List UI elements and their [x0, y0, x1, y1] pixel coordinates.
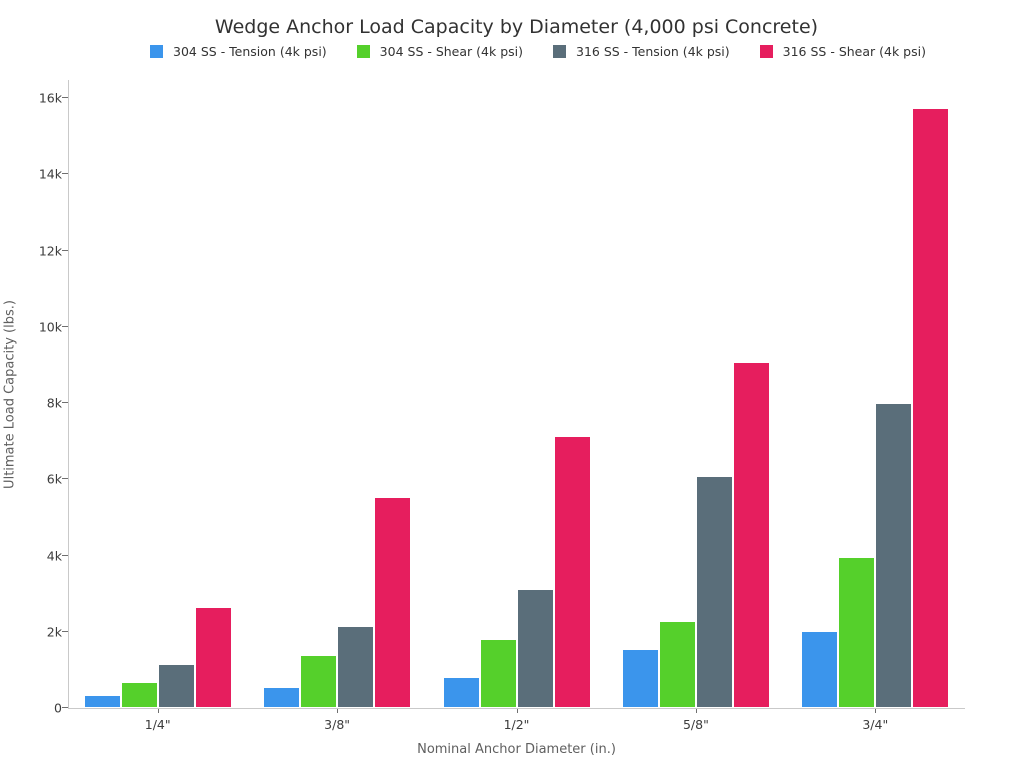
y-tick-mark [62, 707, 68, 708]
y-tick-label: 2k [46, 624, 62, 640]
y-tick-label: 12k [38, 243, 62, 258]
chart-title: Wedge Anchor Load Capacity by Diameter (… [214, 16, 819, 38]
bar-series2-cat2 [301, 656, 337, 707]
y-tick-label: 8k [46, 395, 62, 411]
bar-series1-cat1 [84, 696, 120, 707]
legend-item-2: 316 SS - Tension (4k psi) [553, 44, 730, 59]
bar-series2-cat1 [121, 683, 157, 707]
y-tick-label: 6k [46, 471, 62, 487]
bar-group-4 [622, 363, 769, 707]
y-tick-mark [62, 173, 68, 175]
y-tick-mark [62, 554, 68, 556]
y-tick-mark [62, 478, 68, 480]
legend: 304 SS - Tension (4k psi) 304 SS - Shear … [68, 44, 1008, 59]
y-tick-mark [62, 325, 68, 327]
bar-series3-cat1 [158, 665, 194, 707]
x-tick-mark [516, 709, 518, 713]
bar-group-2 [264, 498, 411, 707]
x-tick-mark [695, 709, 697, 713]
bar-series4-cat2 [375, 498, 411, 707]
bar-series1-cat5 [802, 632, 838, 707]
legend-swatch-icon [553, 45, 566, 58]
y-tick-mark [62, 402, 68, 403]
x-tick-label: 1/4" [144, 717, 171, 732]
x-tick-mark [875, 709, 877, 713]
legend-label: 316 SS - Shear (4k psi) [782, 44, 926, 59]
bar-series4-cat5 [913, 109, 949, 707]
bar-series3-cat5 [876, 404, 912, 707]
y-tick-mark [62, 630, 68, 632]
legend-item-0: 304 SS - Tension (4k psi) [150, 44, 327, 59]
bar-group-3 [443, 437, 590, 707]
bar-series4-cat3 [554, 437, 590, 707]
y-tick-label: 10k [38, 319, 62, 335]
bar-series2-cat3 [480, 640, 516, 707]
legend-item-3: 316 SS - Shear (4k psi) [759, 44, 926, 59]
x-tick-label: 3/4" [862, 717, 889, 732]
x-axis-line [68, 708, 965, 709]
bar-series3-cat4 [696, 477, 732, 707]
x-axis-title: Nominal Anchor Diameter (in.) [417, 742, 616, 757]
y-axis-line [68, 80, 69, 708]
bar-group-5 [802, 109, 949, 707]
bar-series3-cat3 [517, 590, 553, 707]
bar-series1-cat4 [622, 650, 658, 707]
bar-series1-cat3 [443, 678, 479, 707]
y-tick-label: 0 [54, 700, 62, 716]
x-tick-label: 5/8" [682, 717, 709, 732]
bar-series2-cat5 [839, 558, 875, 707]
bar-series4-cat4 [733, 363, 769, 707]
bar-series1-cat2 [264, 688, 300, 707]
plot-area: 0 2k 4k 6k 8k 10k 12k 14k 16k 1/4" 3/8" 1/2" 5/8" 3/4… [39, 80, 965, 732]
legend-item-1: 304 SS - Shear (4k psi) [356, 44, 523, 59]
x-tick-label: 1/2" [503, 717, 530, 732]
legend-swatch-icon [356, 45, 370, 58]
x-tick-mark [337, 709, 339, 713]
legend-label: 316 SS - Tension (4k psi) [576, 44, 730, 59]
bar-series2-cat4 [659, 622, 695, 707]
y-axis-title: Ultimate Load Capacity (lbs.) [2, 300, 18, 489]
legend-swatch-icon [150, 45, 164, 58]
y-tick-label: 14k [38, 166, 62, 182]
y-tick-label: 4k [46, 548, 62, 563]
y-tick-mark [62, 249, 68, 251]
x-tick-label: 3/8" [324, 717, 351, 732]
legend-label: 304 SS - Tension (4k psi) [173, 44, 327, 59]
bar-series3-cat2 [338, 627, 374, 707]
bar-series4-cat1 [195, 608, 231, 707]
x-tick-mark [157, 709, 159, 713]
legend-label: 304 SS - Shear (4k psi) [379, 44, 523, 59]
bar-group-1 [84, 608, 231, 707]
legend-swatch-icon [759, 45, 773, 58]
y-tick-label: 16k [38, 90, 62, 106]
y-tick-mark [62, 97, 68, 98]
